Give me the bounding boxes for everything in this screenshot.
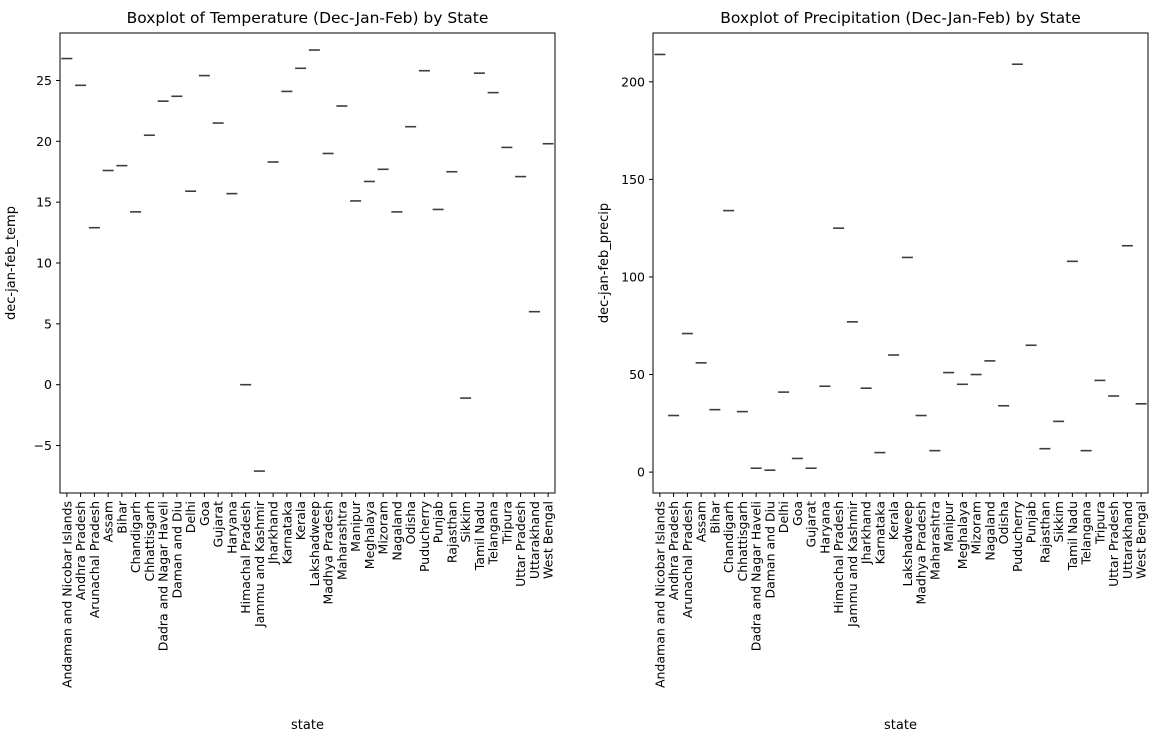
y-axis-label: dec-jan-feb_precip (597, 203, 612, 323)
x-tick-label: Andhra Pradesh (73, 501, 88, 600)
x-axis-label: state (884, 718, 917, 733)
x-tick-label: Delhi (183, 501, 198, 533)
x-tick-label: Uttar Pradesh (1106, 501, 1121, 587)
x-axis-label: state (291, 718, 324, 733)
x-tick-label: Nagaland (389, 501, 404, 561)
x-tick-label: Sikkim (458, 501, 473, 543)
x-tick-label: Dadra and Nagar Haveli (749, 501, 764, 651)
y-axis-label: dec-jan-feb_temp (4, 206, 19, 320)
x-tick-label: Odisha (403, 501, 418, 544)
y-tick-label: 0 (637, 465, 645, 480)
y-tick-label: 100 (621, 269, 645, 284)
x-tick-label: Meghalaya (955, 501, 970, 569)
x-tick-label: Tamil Nadu (1065, 501, 1080, 571)
x-tick-label: Bihar (707, 500, 722, 534)
y-tick-label: 25 (36, 73, 52, 88)
chart-title: Boxplot of Temperature (Dec-Jan-Feb) by … (127, 9, 489, 27)
x-tick-label: Mizoram (969, 501, 984, 554)
x-tick-label: Manipur (348, 500, 363, 552)
x-tick-label: Assam (101, 501, 116, 542)
x-tick-label: Lakshadweep (900, 501, 915, 586)
x-tick-label: Tripura (1092, 501, 1107, 545)
x-tick-label: Chandigarh (128, 501, 143, 573)
x-tick-label: Madhya Pradesh (914, 501, 929, 605)
x-tick-label: Rajasthan (1037, 501, 1052, 563)
x-tick-label: Sikkim (1051, 501, 1066, 543)
y-tick-label: 5 (44, 316, 52, 331)
x-tick-label: Uttarakhand (527, 501, 542, 579)
x-tick-label: Uttarakhand (1120, 501, 1135, 579)
plot-frame (59, 32, 556, 494)
x-tick-label: Rajasthan (444, 501, 459, 563)
x-tick-label: Gujarat (804, 501, 819, 548)
x-tick-label: Punjab (1024, 501, 1039, 543)
x-tick-label: Meghalaya (362, 501, 377, 569)
x-tick-label: Odisha (996, 501, 1011, 544)
x-tick-label: Daman and Diu (169, 501, 184, 599)
x-tick-label: Puducherry (1010, 500, 1025, 572)
x-tick-label: Jharkhand (266, 501, 281, 565)
y-tick-label: 200 (621, 74, 645, 89)
x-tick-label: Arunachal Pradesh (680, 501, 695, 618)
y-tick-label: 15 (36, 195, 52, 210)
x-tick-label: West Bengal (1134, 501, 1149, 579)
x-tick-label: Goa (790, 501, 805, 526)
y-tick-label: −5 (34, 438, 52, 453)
x-tick-label: Telangana (486, 501, 501, 565)
x-tick-label: Mizoram (376, 501, 391, 554)
x-tick-label: Andhra Pradesh (666, 501, 681, 600)
x-tick-label: Assam (694, 501, 709, 542)
y-tick-label: 50 (629, 367, 645, 382)
x-tick-label: Tamil Nadu (472, 501, 487, 571)
x-tick-label: Maharashtra (334, 501, 349, 580)
x-tick-label: Jharkhand (859, 501, 874, 565)
x-tick-label: Nagaland (982, 501, 997, 561)
plot-frame (652, 32, 1149, 494)
x-tick-label: Himachal Pradesh (238, 501, 253, 614)
x-tick-label: Bihar (114, 500, 129, 534)
x-tick-label: Kerala (293, 501, 308, 540)
y-tick-label: 150 (621, 172, 645, 187)
x-tick-label: Maharashtra (927, 501, 942, 580)
x-tick-label: Karnataka (279, 501, 294, 564)
chart-title: Boxplot of Precipitation (Dec-Jan-Feb) b… (720, 9, 1081, 27)
x-tick-label: Goa (197, 501, 212, 526)
x-tick-label: Dadra and Nagar Haveli (156, 501, 171, 651)
x-tick-label: Daman and Diu (762, 501, 777, 599)
x-tick-label: Arunachal Pradesh (87, 501, 102, 618)
x-tick-label: Madhya Pradesh (321, 501, 336, 605)
precipitation-chart: Boxplot of Precipitation (Dec-Jan-Feb) b… (597, 9, 1149, 733)
x-tick-label: Andaman and Nicobar Islands (652, 501, 667, 688)
x-tick-label: Punjab (431, 501, 446, 543)
x-tick-label: Telangana (1079, 501, 1094, 565)
x-tick-label: Himachal Pradesh (831, 501, 846, 614)
x-tick-label: Andaman and Nicobar Islands (59, 501, 74, 688)
x-tick-label: Chandigarh (721, 501, 736, 573)
x-tick-label: Puducherry (417, 500, 432, 572)
x-tick-label: Tripura (499, 501, 514, 545)
y-tick-label: 10 (36, 256, 52, 271)
x-tick-label: Kerala (886, 501, 901, 540)
x-tick-label: Haryana (224, 501, 239, 554)
x-tick-label: Gujarat (211, 501, 226, 548)
x-tick-label: Chhattisgarh (142, 501, 157, 581)
x-tick-label: Delhi (776, 501, 791, 533)
x-tick-label: Lakshadweep (307, 501, 322, 586)
x-tick-label: Haryana (817, 501, 832, 554)
x-tick-label: Chhattisgarh (735, 501, 750, 581)
x-tick-label: Karnataka (872, 501, 887, 564)
x-tick-label: Uttar Pradesh (513, 501, 528, 587)
temperature-chart: Boxplot of Temperature (Dec-Jan-Feb) by … (4, 9, 556, 733)
x-tick-label: Manipur (941, 500, 956, 552)
x-tick-label: Jammu and Kashmir (252, 500, 267, 628)
x-tick-label: West Bengal (541, 501, 556, 579)
y-tick-label: 20 (36, 134, 52, 149)
y-tick-label: 0 (44, 377, 52, 392)
x-tick-label: Jammu and Kashmir (845, 500, 860, 628)
